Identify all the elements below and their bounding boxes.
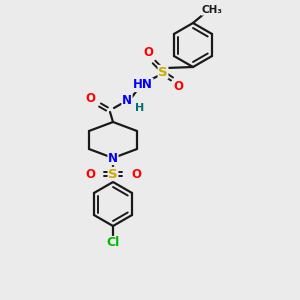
Text: S: S [158, 65, 168, 79]
Text: O: O [85, 92, 95, 104]
Text: N: N [122, 94, 132, 106]
Text: HN: HN [133, 79, 153, 92]
Text: CH₃: CH₃ [202, 5, 223, 15]
Text: H: H [135, 103, 145, 113]
Text: O: O [131, 167, 141, 181]
Text: O: O [85, 167, 95, 181]
Text: O: O [143, 46, 153, 59]
Text: S: S [108, 167, 118, 181]
Text: O: O [173, 80, 183, 94]
Text: N: N [108, 152, 118, 164]
Text: Cl: Cl [106, 236, 120, 250]
